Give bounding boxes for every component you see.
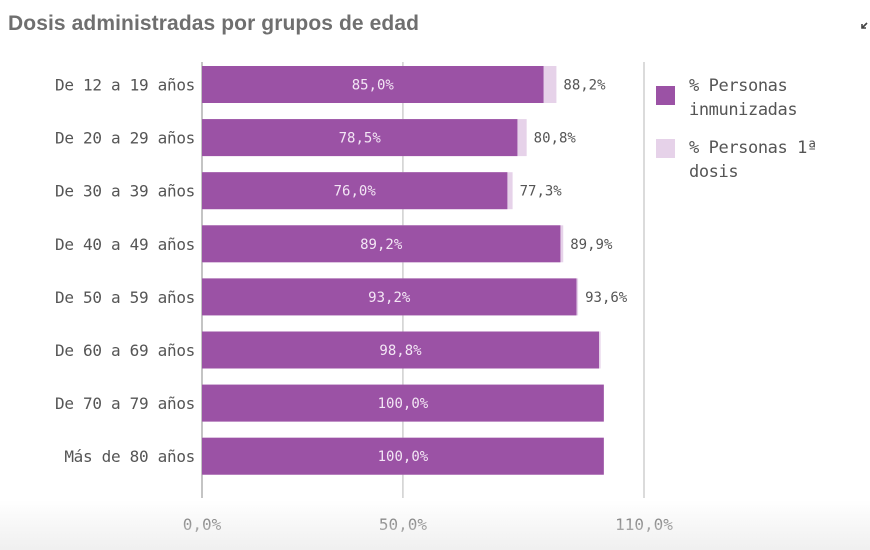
category-label: Más de 80 años [64, 447, 195, 466]
category-label: De 60 a 69 años [55, 341, 195, 360]
chart-title: Dosis administradas por grupos de edad [8, 12, 420, 35]
bar-immunized[interactable] [202, 437, 604, 475]
category-label: De 70 a 79 años [55, 394, 195, 413]
category-label: De 50 a 59 años [55, 288, 195, 307]
bar-value-label-first-dose: 80,8% [534, 131, 577, 147]
bar-value-label-first-dose: 93,6% [585, 290, 628, 306]
bar-value-label-immunized: 89,2% [360, 237, 403, 253]
legend-item-immunized[interactable]: % Personas inmunizadas [656, 74, 868, 122]
bar-value-label-immunized: 98,8% [379, 343, 422, 359]
bar-value-label-immunized: 93,2% [368, 290, 411, 306]
bar-value-label-immunized: 78,5% [339, 131, 382, 147]
bar-value-label-first-dose: 77,3% [520, 184, 563, 200]
bottom-fade [0, 500, 870, 550]
legend-item-first-dose[interactable]: % Personas 1ª dosis [656, 136, 868, 184]
legend-swatch-first-dose [656, 139, 675, 158]
legend: % Personas inmunizadas % Personas 1ª dos… [656, 74, 868, 198]
bar-immunized[interactable] [202, 66, 544, 103]
bar-immunized[interactable] [202, 172, 508, 210]
legend-swatch-immunized [656, 86, 675, 105]
category-label: De 40 a 49 años [55, 235, 195, 254]
category-label: De 30 a 39 años [55, 182, 195, 201]
legend-label-first-dose: % Personas 1ª dosis [689, 138, 817, 182]
bar-value-label-immunized: 100,0% [378, 449, 429, 465]
category-label: De 20 a 29 años [55, 129, 195, 148]
bar-value-label-immunized: 85,0% [352, 78, 395, 94]
bar-immunized[interactable] [202, 119, 518, 157]
bar-value-label-first-dose: 88,2% [563, 78, 606, 94]
bar-value-label-first-dose: 89,9% [570, 237, 613, 253]
bar-immunized[interactable] [202, 225, 561, 263]
category-label: De 12 a 19 años [55, 76, 195, 95]
bar-immunized[interactable] [202, 384, 604, 422]
legend-label-immunized: % Personas inmunizadas [689, 76, 798, 120]
bar-value-label-immunized: 76,0% [334, 184, 377, 200]
collapse-icon[interactable] [860, 22, 868, 30]
bar-immunized[interactable] [202, 331, 599, 369]
bar-value-label-immunized: 100,0% [378, 396, 429, 412]
bar-immunized[interactable] [202, 278, 577, 316]
